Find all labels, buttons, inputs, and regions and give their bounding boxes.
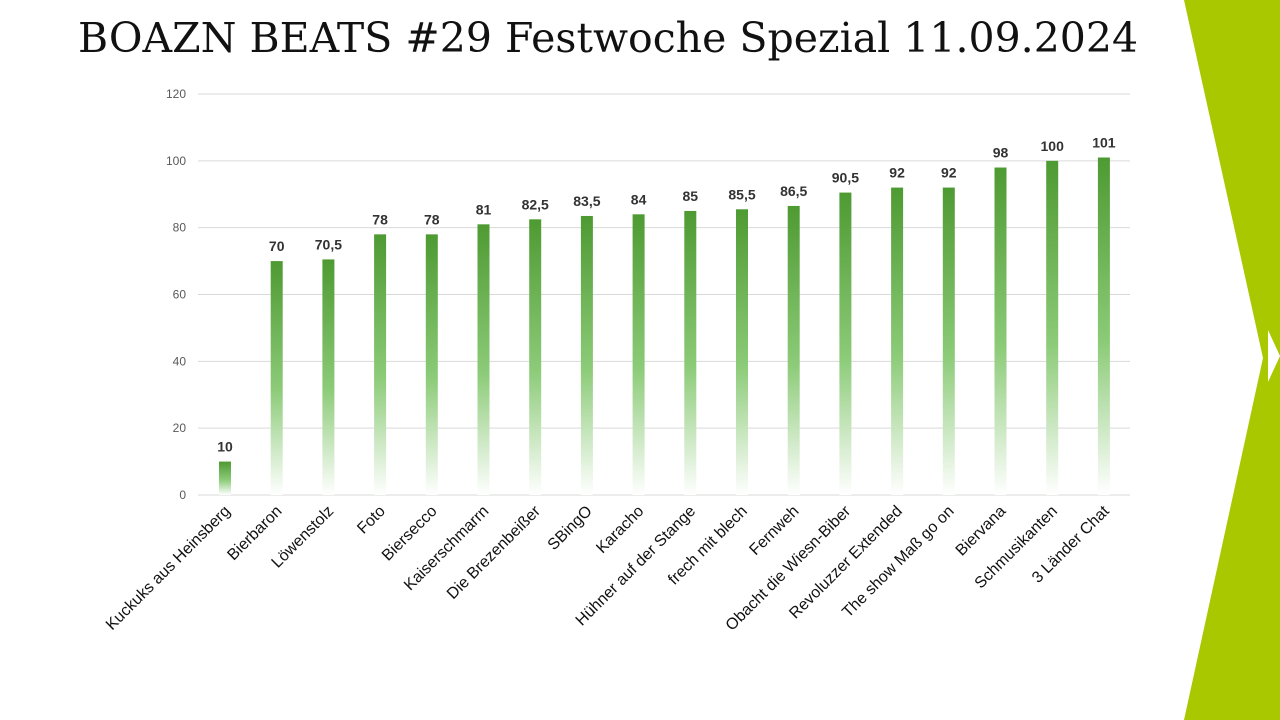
bar [736,209,748,495]
data-label: 82,5 [522,196,549,212]
data-label: 83,5 [573,193,600,209]
data-label: 81 [476,201,492,217]
accent-ribbon [1184,0,1280,720]
ribbon-arrow-notch [1268,330,1280,382]
data-label: 100 [1041,138,1065,154]
slide-title: BOAZN BEATS #29 Festwoche Spezial 11.09.… [78,14,1139,62]
category-label: Kuckuks aus Heinsberg [103,503,234,634]
bar [322,259,335,495]
category-label: Die Brezenbeißer [444,502,545,603]
data-label: 92 [941,165,957,181]
data-label: 85,5 [728,186,755,202]
y-tick-label: 20 [173,421,187,435]
y-tick-label: 40 [173,354,187,368]
bar [580,215,593,496]
bar [994,167,1007,495]
bar-chart: 0 20 40 60 80 100 120 10 Kuckuks aus Heinsberg 70… [103,87,1130,634]
category-label: Karacho [593,503,647,557]
y-tick-label: 120 [166,87,186,101]
data-label: 98 [993,145,1009,161]
bar [942,187,955,496]
data-label: 85 [683,188,699,204]
data-label: 10 [217,439,233,455]
bar [1046,160,1059,496]
y-tick-label: 0 [179,488,186,502]
data-label: 92 [889,165,905,181]
data-label: 90,5 [832,170,859,186]
bar [787,205,800,495]
bar [425,234,438,495]
data-label: 70,5 [315,236,342,252]
bar [270,261,283,495]
data-label: 101 [1092,134,1116,150]
bar [477,224,490,495]
bar [839,192,852,495]
data-label: 84 [631,191,647,207]
bar [1097,157,1110,495]
data-label: 86,5 [780,183,807,199]
data-label: 70 [269,238,285,254]
data-label: 78 [372,211,388,227]
data-label: 78 [424,211,440,227]
y-tick-label: 80 [173,221,187,235]
bar [632,214,645,496]
category-label: Foto [354,503,389,538]
bar [374,234,387,495]
bar [219,461,231,495]
y-tick-label: 100 [166,154,186,168]
y-tick-label: 60 [173,288,187,302]
category-label: SBingO [545,503,596,554]
bar [529,219,542,495]
bar [891,187,904,496]
bar [684,210,697,496]
